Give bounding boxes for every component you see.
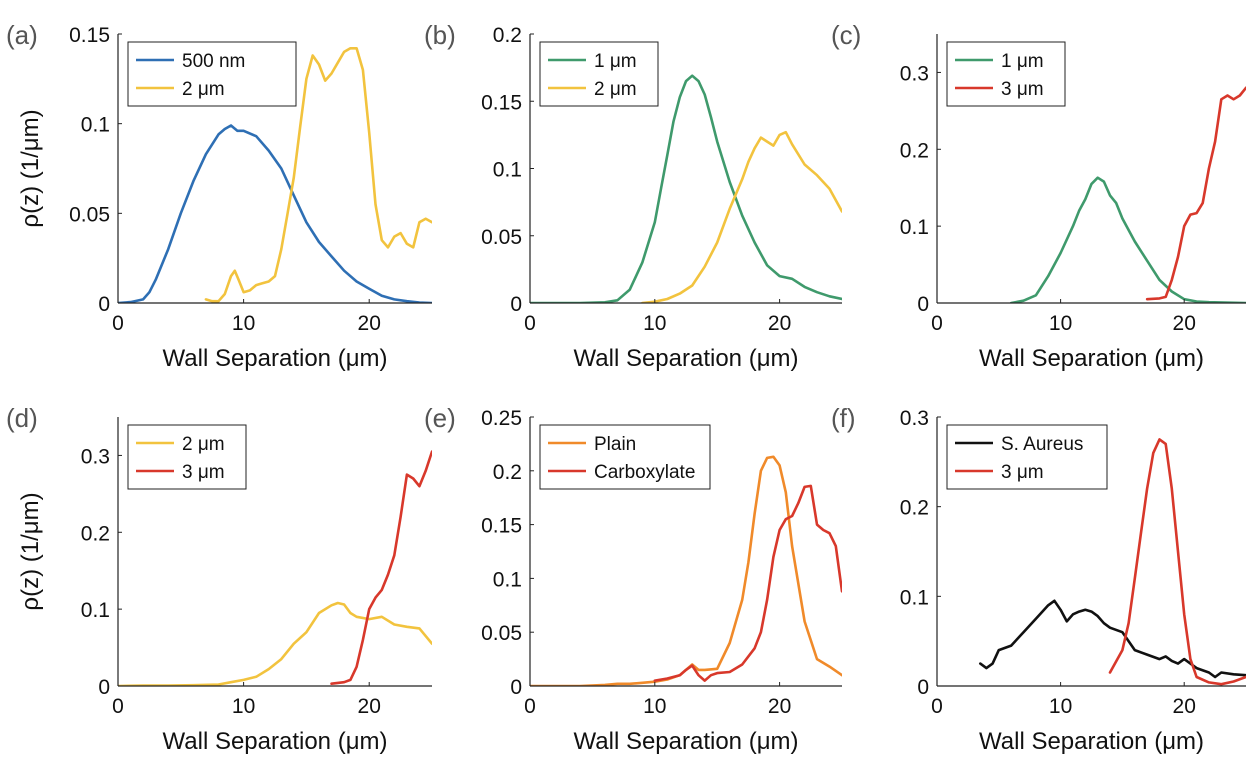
x-tick-label: 10 bbox=[643, 312, 666, 335]
x-axis-label: Wall Separation (μm) bbox=[979, 345, 1204, 372]
legend-label: 500 nm bbox=[182, 51, 245, 72]
series-line bbox=[204, 47, 432, 303]
legend-box bbox=[539, 41, 659, 107]
x-axis-label: Wall Separation (μm) bbox=[163, 345, 388, 372]
panel-label: (b) bbox=[424, 20, 456, 50]
y-tick-label: 0.1 bbox=[900, 216, 929, 239]
x-tick-label: 0 bbox=[931, 695, 943, 718]
y-tick-label: 0.3 bbox=[81, 445, 110, 468]
x-tick-label: 20 bbox=[358, 695, 381, 718]
panel-label: (f) bbox=[831, 403, 856, 433]
chart-panel: (f) 0 10 20 0 0.1 0.2 0.3 Wall Separation (μm) S.… bbox=[831, 403, 1246, 755]
panel-label: (a) bbox=[6, 20, 38, 50]
y-tick-label: 0 bbox=[98, 293, 110, 316]
x-tick-label: 10 bbox=[232, 695, 255, 718]
chart-panel: (c) 0 10 20 0 0.1 0.2 0.3 Wall Separation (μm) 1 … bbox=[831, 20, 1246, 372]
y-tick-label: 0 bbox=[510, 293, 522, 316]
series-line bbox=[330, 450, 432, 685]
y-tick-label: 0.1 bbox=[900, 586, 929, 609]
y-tick-label: 0 bbox=[917, 293, 929, 316]
chart-panel: (d) 0 10 20 0 0.1 0.2 0.3 Wall Separation (μm) ρ(… bbox=[6, 403, 432, 755]
y-axis-label: ρ(z) (1/μm) bbox=[17, 492, 44, 610]
series-line bbox=[979, 599, 1246, 679]
panel-label: (e) bbox=[424, 403, 456, 433]
series-line bbox=[118, 601, 432, 686]
y-tick-label: 0 bbox=[917, 676, 929, 699]
x-tick-label: 10 bbox=[232, 312, 255, 335]
legend-label: 3 μm bbox=[182, 462, 225, 483]
legend-box bbox=[127, 41, 297, 107]
x-tick-label: 10 bbox=[643, 695, 666, 718]
x-axis-label: Wall Separation (μm) bbox=[574, 345, 799, 372]
y-tick-label: 0.15 bbox=[481, 91, 522, 114]
x-tick-label: 0 bbox=[112, 312, 124, 335]
y-tick-label: 0 bbox=[98, 676, 110, 699]
x-axis-label: Wall Separation (μm) bbox=[574, 728, 799, 755]
x-tick-label: 20 bbox=[1173, 312, 1196, 335]
x-tick-label: 0 bbox=[931, 312, 943, 335]
y-tick-label: 0.05 bbox=[69, 203, 110, 226]
x-axis-label: Wall Separation (μm) bbox=[163, 728, 388, 755]
x-tick-label: 10 bbox=[1049, 312, 1072, 335]
x-tick-label: 20 bbox=[768, 695, 791, 718]
y-tick-label: 0.05 bbox=[481, 622, 522, 645]
x-tick-label: 0 bbox=[112, 695, 124, 718]
legend-box bbox=[946, 41, 1066, 107]
chart-panel: (a) 0 10 20 0 0.05 0.1 0.15 Wall Separation (μm)… bbox=[6, 20, 432, 372]
series-line bbox=[1108, 438, 1246, 686]
y-tick-label: 0.3 bbox=[900, 407, 929, 430]
legend-label: 3 μm bbox=[1001, 79, 1044, 100]
y-tick-label: 0.2 bbox=[493, 24, 522, 47]
chart-panel: (b) 0 10 20 0 0.05 0.1 0.15 0.2 Wall Separation (… bbox=[424, 20, 842, 372]
y-tick-label: 0.1 bbox=[493, 568, 522, 591]
x-tick-label: 20 bbox=[358, 312, 381, 335]
series-line bbox=[641, 130, 842, 303]
legend-box bbox=[946, 424, 1108, 490]
y-tick-label: 0.15 bbox=[69, 24, 110, 47]
legend-label: 2 μm bbox=[182, 434, 225, 455]
x-tick-label: 0 bbox=[524, 695, 536, 718]
legend-label: 1 μm bbox=[594, 51, 637, 72]
series-line bbox=[653, 484, 842, 682]
legend-label: 1 μm bbox=[1001, 51, 1044, 72]
y-tick-label: 0.2 bbox=[493, 461, 522, 484]
chart-panel: (e) 0 10 20 0 0.05 0.1 0.15 0.2 0.25 Wall Separati… bbox=[424, 403, 842, 755]
legend-label: S. Aureus bbox=[1001, 434, 1083, 455]
legend-box bbox=[127, 424, 247, 490]
series-line bbox=[1145, 86, 1246, 301]
y-tick-label: 0.2 bbox=[81, 522, 110, 545]
legend-label: 3 μm bbox=[1001, 462, 1044, 483]
series-line bbox=[1009, 176, 1246, 303]
x-tick-label: 10 bbox=[1049, 695, 1072, 718]
x-tick-label: 20 bbox=[1173, 695, 1196, 718]
y-tick-label: 0.25 bbox=[481, 407, 522, 430]
y-tick-label: 0.15 bbox=[481, 515, 522, 538]
y-tick-label: 0.1 bbox=[493, 159, 522, 182]
legend-label: Plain bbox=[594, 434, 636, 455]
series-line bbox=[530, 74, 842, 303]
panel-label: (d) bbox=[6, 403, 38, 433]
x-tick-label: 0 bbox=[524, 312, 536, 335]
panel-label: (c) bbox=[831, 20, 861, 50]
series-line bbox=[530, 455, 842, 686]
y-tick-label: 0.1 bbox=[81, 599, 110, 622]
y-tick-label: 0.2 bbox=[900, 139, 929, 162]
legend-label: 2 μm bbox=[182, 79, 225, 100]
y-axis-label: ρ(z) (1/μm) bbox=[17, 109, 44, 227]
legend-label: Carboxylate bbox=[594, 462, 695, 483]
y-tick-label: 0.1 bbox=[81, 114, 110, 137]
x-tick-label: 20 bbox=[768, 312, 791, 335]
legend-label: 2 μm bbox=[594, 79, 637, 100]
series-line bbox=[118, 124, 432, 303]
y-tick-label: 0 bbox=[510, 676, 522, 699]
y-tick-label: 0.2 bbox=[900, 497, 929, 520]
y-tick-label: 0.05 bbox=[481, 226, 522, 249]
legend-box bbox=[539, 424, 711, 490]
y-tick-label: 0.3 bbox=[900, 62, 929, 85]
x-axis-label: Wall Separation (μm) bbox=[979, 728, 1204, 755]
